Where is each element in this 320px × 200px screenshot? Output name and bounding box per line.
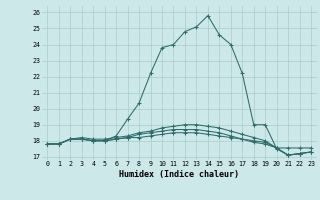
X-axis label: Humidex (Indice chaleur): Humidex (Indice chaleur)	[119, 170, 239, 179]
